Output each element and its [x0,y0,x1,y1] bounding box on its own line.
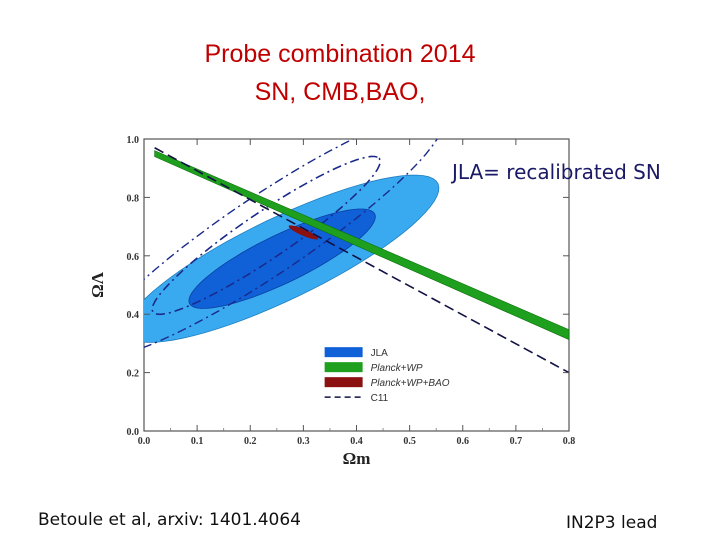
x-tick-label: 0.0 [138,436,151,447]
legend-label: JLA [371,348,389,359]
legend-label: Planck+WP [371,363,423,374]
x-tick-label: 0.8 [563,436,576,447]
c11-line [154,147,569,374]
legend-swatch-planck-wp [324,362,363,373]
y-tick-label: 0.4 [127,310,140,321]
x-tick-label: 0.6 [457,436,470,447]
x-axis-label: Ωm [343,449,371,468]
legend-swatch-jla [324,347,363,358]
y-axis-label: ΩΛ [88,271,107,298]
legend-label: C11 [371,393,389,404]
slide-title-line-2: SN, CMB,BAO, [254,78,426,106]
planck-wp-band [154,150,569,340]
x-tick-label: 0.5 [403,436,416,447]
x-tick-label: 0.2 [244,436,257,447]
legend-label: Planck+WP+BAO [371,378,450,389]
x-tick-label: 0.4 [350,436,363,447]
legend-swatch-planck-wp-bao [324,377,363,388]
slide-title-line-1: Probe combination 2014 [204,40,476,68]
jla-note: JLA= recalibrated SN [452,160,661,184]
c11-1sigma-contour [151,155,381,316]
y-tick-label: 0.2 [127,369,140,380]
footer-lead: IN2P3 lead [566,513,658,533]
y-tick-label: 0.6 [127,252,140,263]
x-tick-label: 0.3 [297,436,310,447]
y-tick-label: 1.0 [127,135,140,146]
x-tick-label: 0.7 [510,436,523,447]
x-tick-label: 0.1 [191,436,204,447]
y-tick-label: 0.0 [127,427,140,438]
citation: Betoule et al, arxiv: 1401.4064 [38,510,301,530]
planck-wp-bao-region [288,225,319,240]
y-tick-label: 0.8 [127,193,140,204]
c11-2sigma-contour [144,139,438,349]
